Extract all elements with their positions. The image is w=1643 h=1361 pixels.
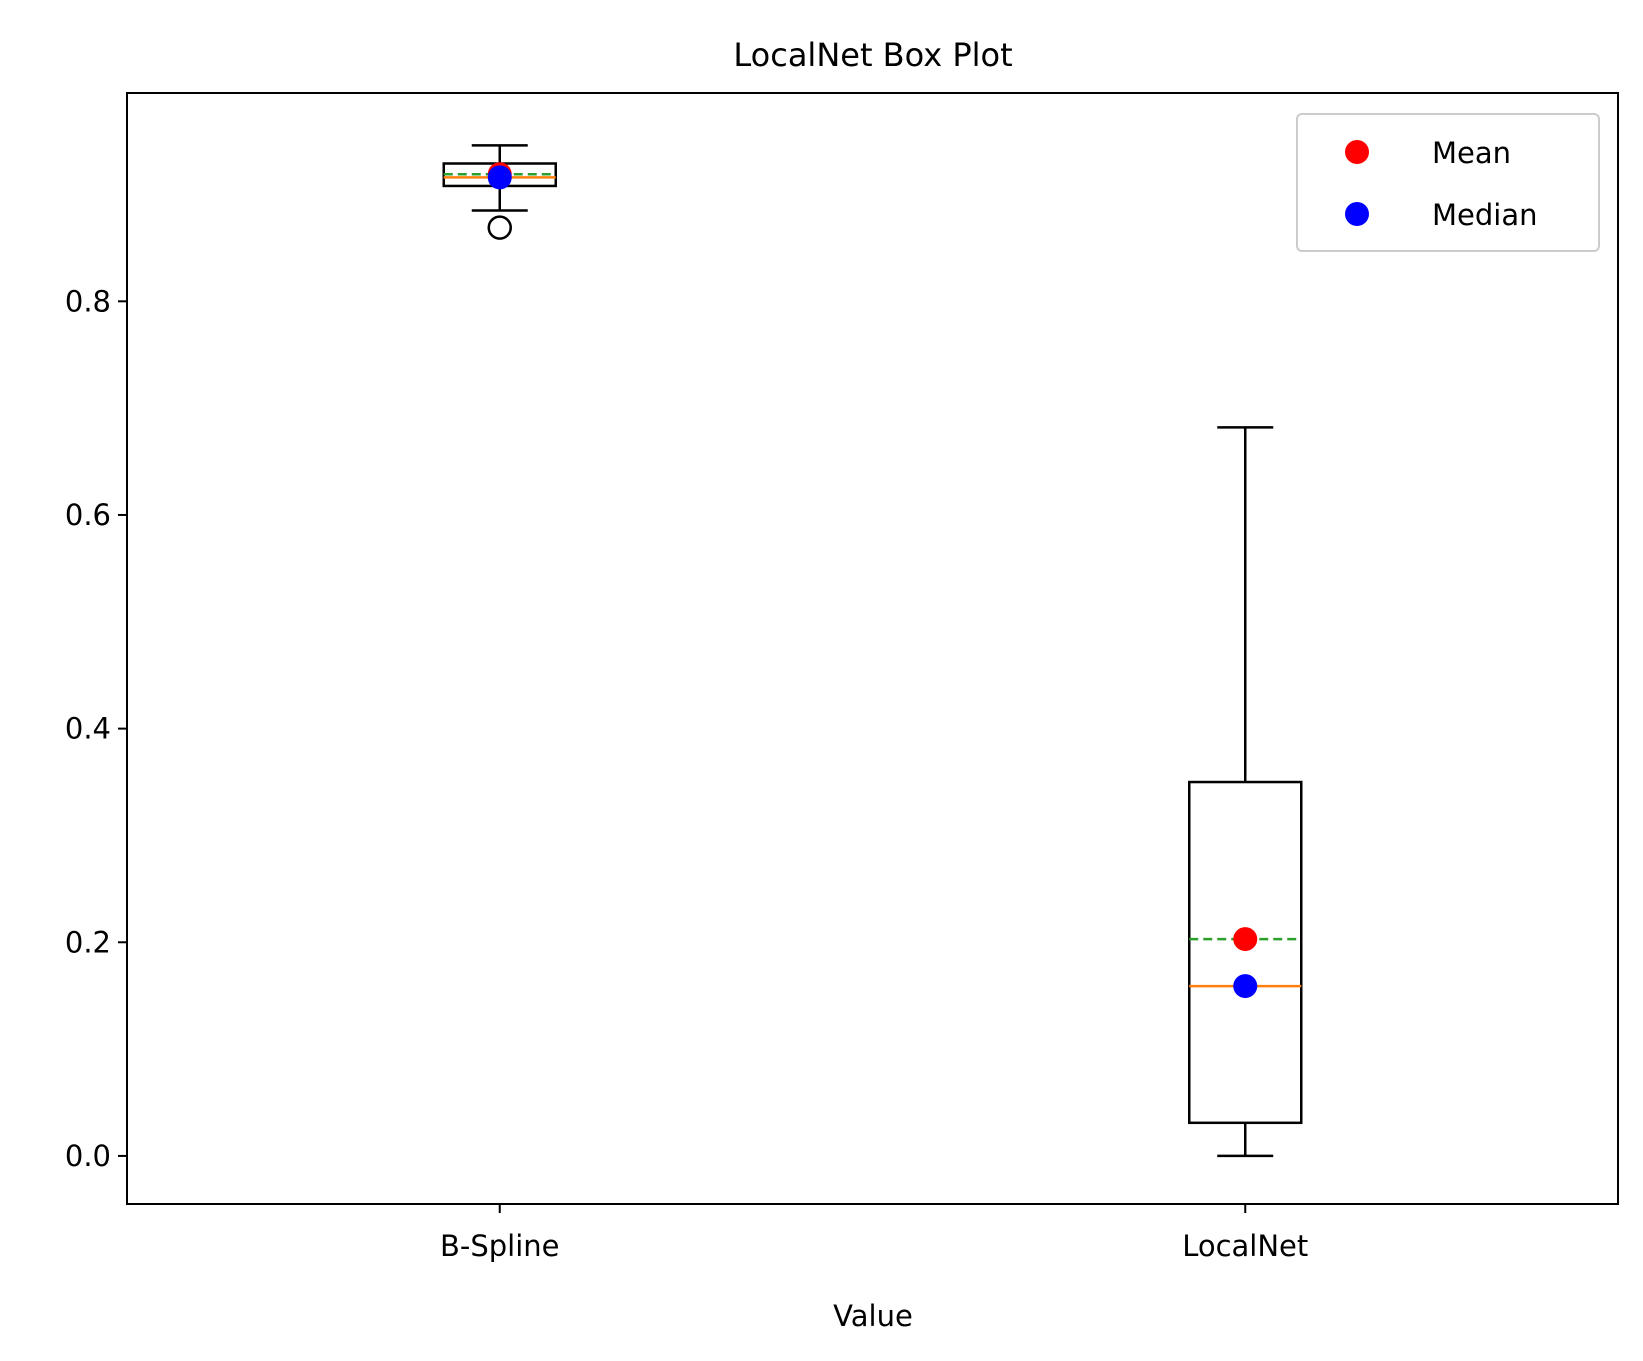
y-tick-label: 0.8: [65, 284, 111, 318]
median-marker: [1233, 974, 1258, 999]
y-tick-label: 0.4: [65, 712, 111, 746]
box-group-localnet: [1188, 426, 1303, 1158]
legend-label-median: Median: [1432, 198, 1537, 232]
y-tick-label: 0.6: [65, 498, 111, 532]
legend-label-mean: Mean: [1432, 136, 1511, 170]
median-marker: [487, 165, 512, 190]
x-tick-label: LocalNet: [1182, 1229, 1308, 1263]
outlier-point: [487, 215, 512, 240]
box-group-b-spline: [442, 144, 557, 240]
legend: Mean Median: [1296, 113, 1600, 252]
box-iqr: [1188, 780, 1303, 1125]
mean-marker: [1233, 927, 1258, 952]
y-tick-label: 0.2: [65, 925, 111, 959]
x-axis-label: Value: [833, 1299, 913, 1333]
legend-marker-mean: [1345, 140, 1369, 164]
legend-marker-median: [1345, 202, 1369, 226]
y-tick-label: 0.0: [65, 1139, 111, 1173]
axes-frame: [126, 92, 1619, 1205]
chart-title: LocalNet Box Plot: [733, 36, 1012, 74]
x-tick-label: B-Spline: [440, 1229, 560, 1263]
plot-area: 0.0 0.2 0.4 0.6 0.8 B-Spline LocalNet: [65, 92, 1619, 1263]
legend-frame: [1296, 113, 1600, 252]
